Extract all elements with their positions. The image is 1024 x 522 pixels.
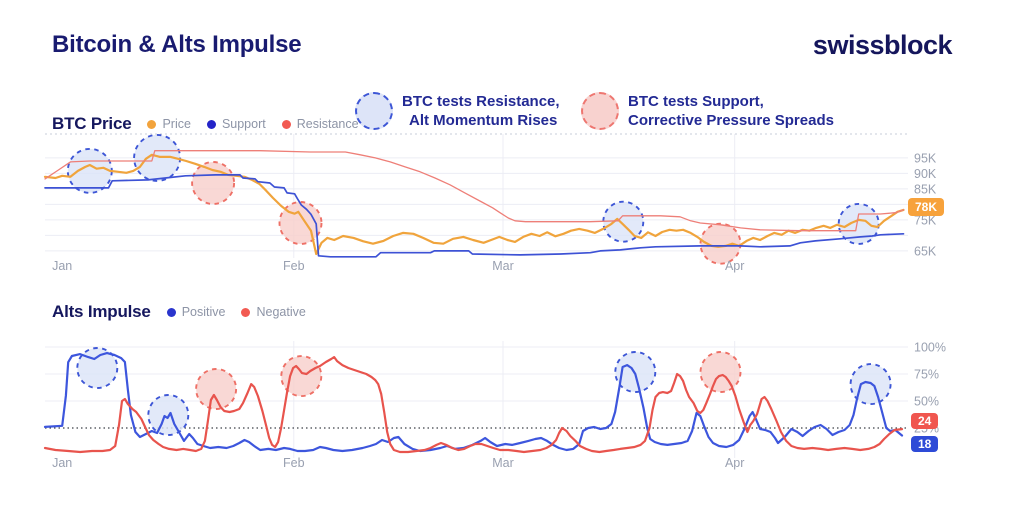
negative-legend-label: Negative — [256, 305, 306, 319]
swissblock-logo: swissblock — [812, 30, 953, 60]
btc-current-price-badge: 78K — [908, 198, 945, 216]
support-legend-label: Support — [221, 117, 266, 131]
resistance-annotation-line2: Alt Momentum Rises — [409, 112, 558, 129]
support-annotation-line1: BTC tests Support, — [628, 93, 764, 110]
legend-support-annotation: BTC tests Support, Corrective Pressure S… — [581, 92, 834, 130]
positive-legend-label: Positive — [181, 305, 226, 319]
page-title: Bitcoin & Alts Impulse — [52, 31, 302, 58]
resistance-test-circle-icon — [355, 92, 393, 130]
btc-price-title: BTC Price — [52, 114, 132, 133]
resistance-test-marker — [66, 147, 113, 194]
y-axis-label: 75% — [914, 368, 939, 382]
resistance-line — [44, 150, 905, 232]
support-test-marker — [191, 161, 236, 205]
resistance-annotation-line1: BTC tests Resistance, — [402, 93, 560, 110]
legend-item-support: Support — [206, 117, 266, 131]
support-test-marker — [699, 222, 742, 265]
resistance-test-marker — [133, 133, 182, 182]
support-dot-icon — [206, 119, 216, 129]
y-axis-label: 65K — [914, 244, 937, 258]
x-axis-label: Mar — [492, 259, 514, 273]
alts-impulse-header: Alts Impulse Positive Negative — [52, 302, 306, 322]
legend-item-resistance: Resistance — [281, 117, 359, 131]
x-axis-label: Apr — [725, 259, 744, 273]
legend-item-negative: Negative — [241, 305, 306, 319]
x-axis-label: Apr — [725, 456, 744, 470]
x-axis-label: Feb — [283, 259, 305, 273]
legend-resistance-annotation: BTC tests Resistance, Alt Momentum Rises — [355, 92, 560, 130]
alts-negative-value-badge: 24 — [911, 413, 939, 429]
negative-dot-icon — [241, 307, 251, 317]
y-axis-label: 95K — [914, 151, 937, 165]
y-axis-label: 85K — [914, 182, 937, 196]
support-annotation-line2: Corrective Pressure Spreads — [628, 112, 834, 129]
resistance-legend-label: Resistance — [296, 117, 359, 131]
resistance-test-marker — [76, 347, 119, 389]
alts-impulse-title: Alts Impulse — [52, 302, 151, 321]
support-test-marker — [280, 355, 323, 398]
legend-item-price: Price — [147, 117, 191, 131]
y-axis-label: 90K — [914, 167, 937, 181]
btc-price-header: BTC Price Price Support Resistance — [52, 114, 359, 134]
support-annotation-text: BTC tests Support, Corrective Pressure S… — [628, 92, 834, 130]
x-axis-label: Mar — [492, 456, 514, 470]
x-axis-label: Jan — [52, 259, 72, 273]
legend-item-positive: Positive — [166, 305, 226, 319]
positive-line — [43, 352, 904, 453]
alts-positive-value-badge: 18 — [911, 436, 939, 452]
y-axis-label: 75K — [914, 213, 937, 227]
negative-line — [43, 356, 904, 454]
support-test-circle-icon — [581, 92, 619, 130]
support-line — [44, 174, 905, 258]
support-test-marker — [699, 351, 742, 393]
price-dot-icon — [147, 119, 157, 129]
y-axis-label: 50% — [914, 395, 939, 409]
y-axis-label: 100% — [914, 341, 946, 355]
support-test-marker — [195, 368, 238, 410]
resistance-test-marker — [602, 200, 645, 243]
x-axis-label: Jan — [52, 456, 72, 470]
positive-dot-icon — [166, 307, 176, 317]
price-line — [43, 153, 905, 256]
resistance-dot-icon — [281, 119, 291, 129]
x-axis-label: Feb — [283, 456, 305, 470]
price-legend-label: Price — [162, 117, 191, 131]
resistance-annotation-text: BTC tests Resistance, Alt Momentum Rises — [402, 92, 560, 130]
